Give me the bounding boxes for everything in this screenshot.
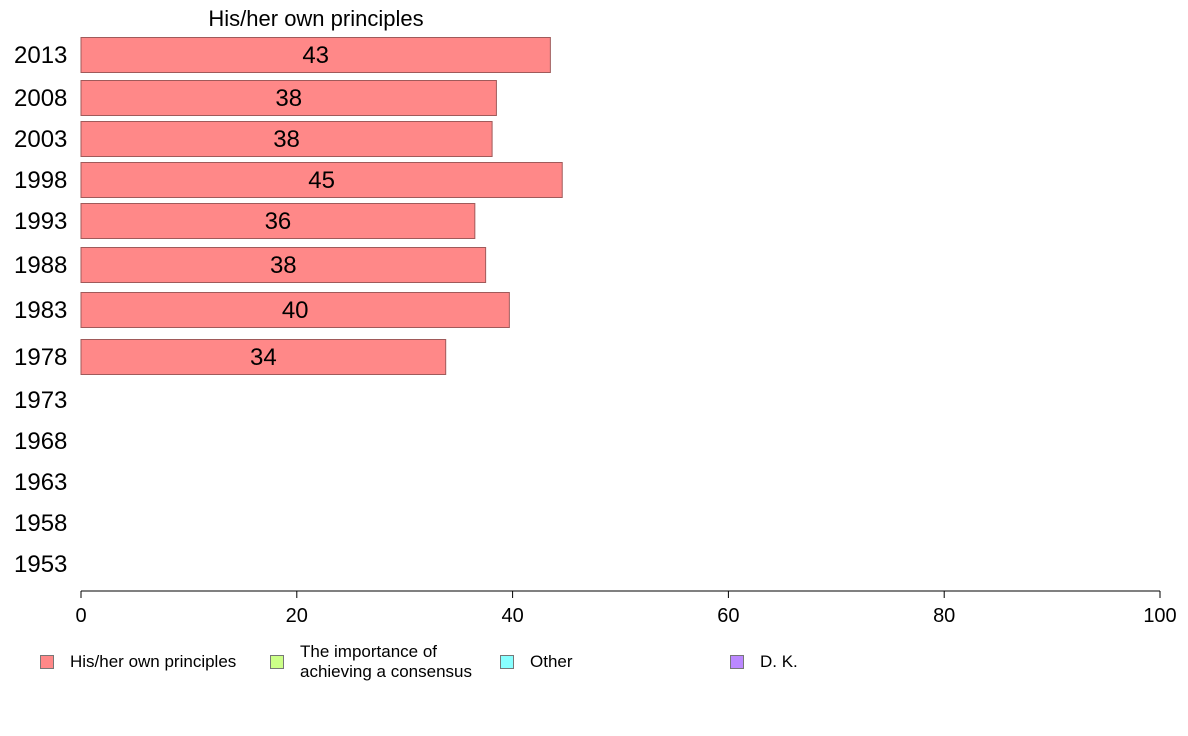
legend: His/her own principles The importance of …: [40, 642, 1140, 682]
category-label: 1963: [14, 469, 67, 496]
legend-label: D. K.: [760, 652, 798, 671]
category-label: 1983: [14, 297, 67, 324]
legend-swatch: [40, 655, 54, 669]
category-label: 2008: [14, 85, 67, 112]
value-label: 34: [250, 344, 277, 371]
bar: [80, 80, 497, 116]
x-tick-label: 60: [717, 605, 739, 627]
category-label: 2013: [14, 42, 67, 69]
category-label: 2003: [14, 126, 67, 153]
value-label: 38: [273, 126, 300, 153]
category-label: 1958: [14, 510, 67, 537]
bar: [80, 37, 551, 73]
legend-item: Other: [500, 642, 573, 682]
legend-label: His/her own principles: [70, 652, 237, 671]
x-tick-label: 0: [75, 605, 86, 627]
category-label: 1978: [14, 344, 67, 371]
value-label: 38: [270, 252, 297, 279]
x-tick-label: 40: [501, 605, 523, 627]
x-axis: 0 20 40 60 80 100: [75, 590, 1177, 627]
category-label: 1993: [14, 208, 67, 235]
bar: [80, 162, 563, 198]
value-label: 36: [265, 208, 292, 235]
category-label: 1988: [14, 252, 67, 279]
legend-label: Other: [530, 652, 573, 671]
bar: [80, 292, 510, 328]
bar: [80, 121, 493, 157]
value-label: 45: [308, 167, 335, 194]
value-label: 38: [275, 85, 302, 112]
legend-item: The importance of achieving a consensus: [270, 642, 472, 682]
legend-item: His/her own principles: [40, 642, 236, 682]
x-tick-label: 100: [1143, 605, 1176, 627]
category-label: 1968: [14, 428, 67, 455]
bar: [80, 203, 476, 239]
category-labels: 2013 2008 2003 1998 1993 1988 1983 1978 1973 1968…: [14, 42, 67, 578]
x-tick-label: 20: [286, 605, 308, 627]
legend-swatch: [730, 655, 744, 669]
bar: [80, 247, 487, 283]
category-label: 1998: [14, 167, 67, 194]
x-tick-label: 80: [933, 605, 955, 627]
legend-swatch: [270, 655, 284, 669]
category-label: 1953: [14, 551, 67, 578]
value-label: 40: [282, 297, 309, 324]
legend-swatch: [500, 655, 514, 669]
category-label: 1973: [14, 387, 67, 414]
bar: [80, 339, 447, 375]
bar-chart: His/her own principles 4338384536384034 …: [14, 6, 1177, 627]
series-title: His/her own principles: [208, 6, 423, 31]
legend-label: The importance of achieving a consensus: [300, 642, 473, 681]
legend-item: D. K.: [730, 642, 798, 682]
value-label: 43: [302, 42, 329, 69]
